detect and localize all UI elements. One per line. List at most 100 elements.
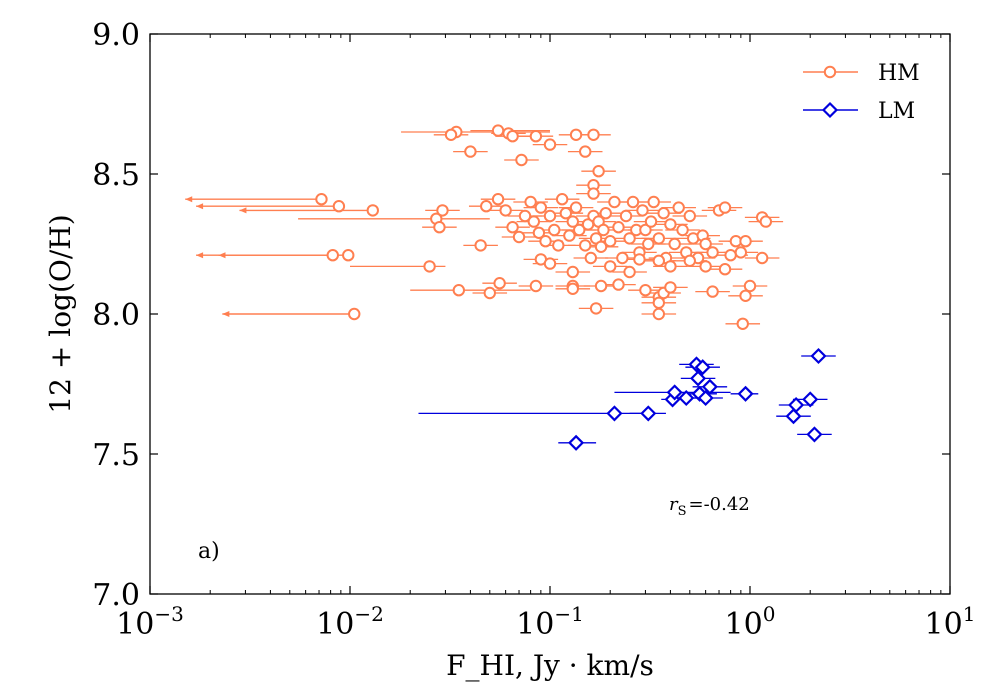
hm-point	[639, 284, 652, 297]
hm-point	[444, 128, 458, 142]
hm-upper-limit-arrow	[196, 252, 204, 259]
hm-point	[683, 209, 696, 223]
lm-point	[690, 370, 707, 387]
hm-point	[644, 215, 658, 228]
hm-point	[566, 215, 579, 228]
hm-point	[573, 223, 586, 237]
hm-point	[506, 130, 519, 143]
hm-point	[587, 187, 600, 200]
hm-point	[326, 249, 339, 262]
hm-upper-limit-arrow	[218, 252, 226, 259]
hm-point	[633, 253, 646, 266]
lm-point	[810, 347, 827, 365]
y-axis-label: 12 + log(O/H)	[44, 214, 77, 413]
hm-point	[626, 195, 640, 209]
hm-point	[592, 165, 605, 178]
hm-point	[512, 230, 526, 244]
hm-point	[579, 145, 592, 158]
hm-point	[623, 265, 636, 279]
y-tick-label: 7.5	[92, 438, 140, 473]
hm-point	[315, 193, 328, 206]
hm-point	[594, 240, 608, 254]
hm-point	[734, 246, 748, 259]
hm-point	[612, 221, 625, 234]
hm-point	[569, 201, 583, 214]
lm-point	[821, 101, 839, 119]
lm-point	[640, 405, 657, 422]
hm-point	[652, 296, 666, 309]
hm-point	[480, 200, 493, 213]
hm-point	[755, 251, 769, 265]
hm-point	[724, 249, 737, 262]
lm-point	[666, 384, 683, 401]
hm-point	[506, 221, 519, 234]
lm-point	[788, 396, 805, 414]
lm-point	[737, 385, 754, 402]
hm-point	[493, 277, 506, 290]
hm-point	[527, 215, 541, 228]
hm-point	[532, 226, 546, 240]
hm-point	[464, 145, 477, 158]
hm-point	[491, 124, 505, 137]
hm-point	[657, 207, 670, 220]
hm-point	[672, 201, 685, 214]
hm-point	[718, 201, 732, 214]
legend-label-hm: HM	[878, 61, 920, 86]
hm-point	[515, 153, 528, 167]
hm-point	[555, 193, 569, 206]
hm-point	[563, 229, 576, 242]
hm-point	[604, 235, 617, 248]
hm-point	[524, 195, 537, 209]
hm-point	[332, 200, 346, 213]
correlation-annotation: rS =-0.42	[669, 494, 750, 519]
hm-point	[518, 209, 532, 223]
hm-point	[619, 209, 633, 223]
hm-point	[483, 286, 496, 300]
hm-point	[639, 223, 652, 237]
hm-point	[433, 221, 446, 234]
hm-point	[559, 207, 573, 220]
lm-point	[568, 434, 585, 451]
hm-point	[569, 128, 583, 142]
legend-label-lm: LM	[878, 99, 915, 124]
hm-point	[699, 237, 712, 251]
hm-point	[736, 317, 749, 330]
hm-point	[683, 254, 696, 267]
hm-point	[589, 302, 603, 315]
lm-point	[785, 408, 802, 425]
hm-upper-limit-arrow	[222, 311, 230, 317]
hm-point	[543, 257, 557, 270]
annotation-subscript: S	[678, 504, 687, 519]
hm-point	[612, 278, 625, 291]
hm-point	[543, 209, 557, 223]
x-tick-label: 10−1	[516, 602, 584, 642]
hm-point	[652, 307, 666, 321]
axis-ticks: 7.0 7.5 8.0 8.5 9.0 10−3 10−2 10−1 100 101	[92, 18, 975, 642]
hm-point	[499, 204, 512, 217]
hm-point	[474, 239, 487, 252]
hm-point	[594, 279, 608, 293]
y-tick-label: 8.0	[92, 298, 140, 333]
x-tick-label: 101	[925, 602, 976, 642]
hm-point	[647, 195, 660, 209]
legend: HM LM	[803, 61, 920, 124]
y-tick-label: 8.5	[92, 158, 140, 193]
hm-point	[652, 232, 666, 245]
hm-point	[706, 285, 719, 298]
annotation-symbol: r	[669, 494, 679, 515]
data-marks	[185, 124, 836, 451]
hm-point	[664, 218, 677, 231]
panel-label: a)	[198, 539, 220, 564]
hm-point	[739, 289, 752, 302]
hm-point	[552, 239, 565, 252]
hm-point	[529, 130, 543, 143]
hm-point	[718, 263, 732, 276]
hm-point	[491, 193, 505, 206]
hm-point	[664, 281, 677, 294]
lm-point	[701, 378, 718, 395]
hm-point	[587, 128, 600, 142]
lm-point	[678, 389, 695, 407]
hm-point	[623, 232, 636, 245]
lm-point	[697, 389, 714, 407]
